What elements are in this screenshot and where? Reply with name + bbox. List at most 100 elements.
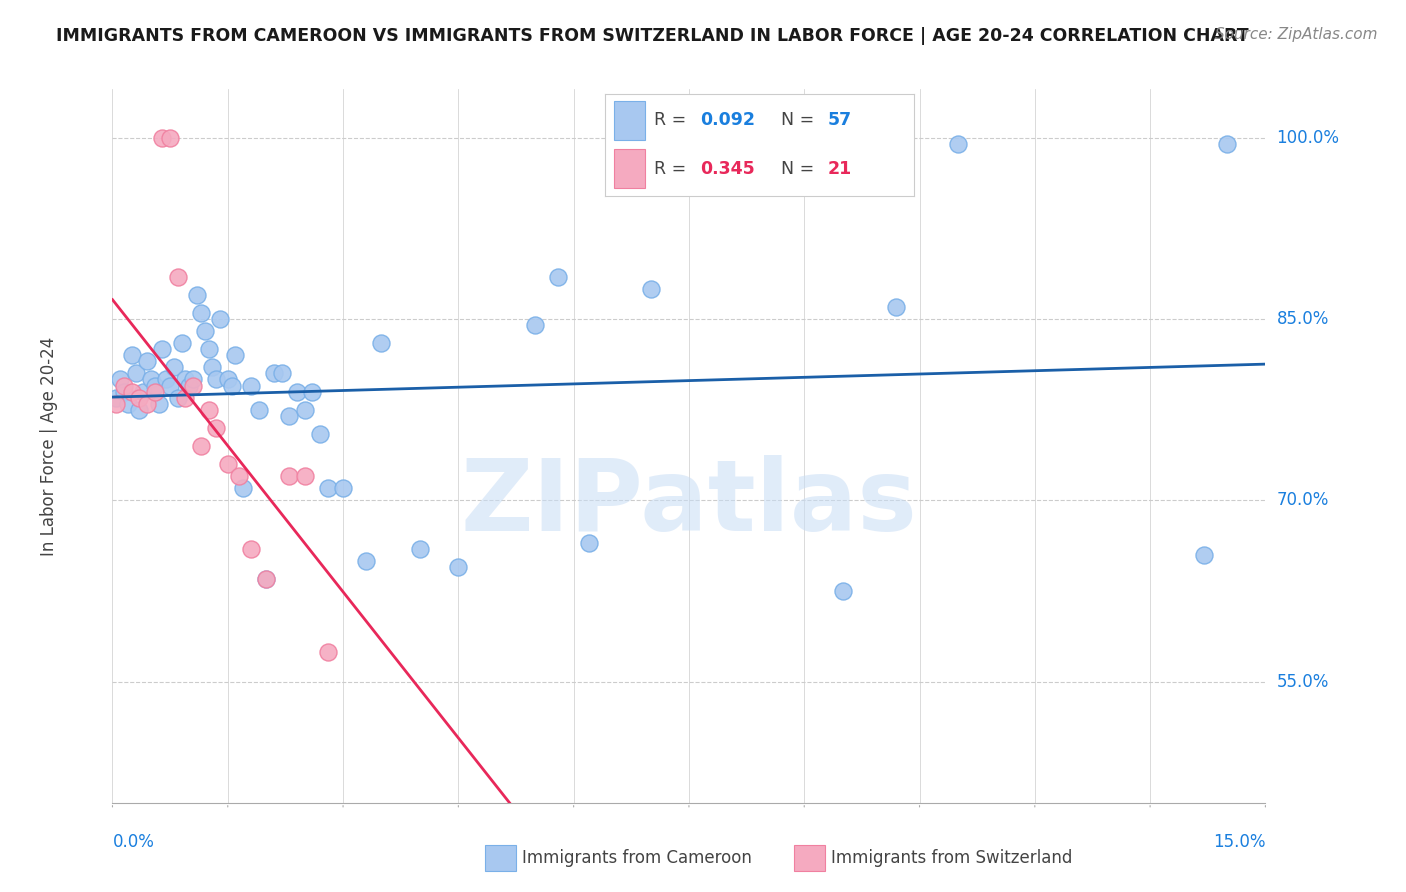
Point (217, 457, 239, 471)
Point (263, 367, 285, 381)
Point (112, 384, 135, 399)
Point (209, 312, 232, 326)
Point (332, 481, 354, 495)
Text: 0.345: 0.345 (700, 160, 755, 178)
Point (152, 343, 174, 357)
Point (831, 584, 853, 599)
Point (294, 469, 316, 483)
Text: 100.0%: 100.0% (1277, 128, 1340, 146)
Point (370, 336, 392, 351)
Point (228, 469, 250, 483)
Point (294, 402, 316, 417)
Point (886, 300, 908, 314)
Point (1192, 548, 1215, 562)
Text: R =: R = (654, 112, 692, 129)
Point (946, 136, 969, 151)
Point (132, 384, 155, 399)
Point (174, 372, 197, 386)
Point (117, 397, 139, 411)
Point (159, 130, 181, 145)
Text: 57: 57 (827, 112, 852, 129)
Point (205, 372, 228, 386)
Point (155, 372, 177, 386)
Point (316, 645, 339, 659)
Point (166, 269, 188, 284)
Point (181, 372, 204, 386)
Point (640, 282, 662, 296)
Point (217, 372, 239, 386)
Point (270, 367, 292, 381)
Point (224, 348, 246, 362)
Point (121, 348, 143, 362)
Text: N =: N = (780, 112, 820, 129)
Point (254, 572, 277, 586)
Point (247, 402, 270, 417)
Point (174, 391, 197, 405)
Text: 70.0%: 70.0% (1277, 491, 1329, 509)
Point (128, 391, 150, 405)
Point (121, 384, 143, 399)
Point (409, 541, 432, 556)
Text: 0.0%: 0.0% (112, 833, 155, 851)
Text: R =: R = (654, 160, 692, 178)
Text: IMMIGRANTS FROM CAMEROON VS IMMIGRANTS FROM SWITZERLAND IN LABOR FORCE | AGE 20-: IMMIGRANTS FROM CAMEROON VS IMMIGRANTS F… (56, 27, 1249, 45)
Text: 21: 21 (827, 160, 852, 178)
Point (105, 391, 128, 405)
Point (136, 354, 159, 368)
Point (181, 378, 204, 392)
Text: N =: N = (780, 160, 820, 178)
Point (108, 372, 131, 386)
Text: 0.092: 0.092 (700, 112, 755, 129)
Point (1216, 136, 1239, 151)
Point (201, 360, 224, 375)
Point (309, 426, 332, 441)
Point (166, 391, 188, 405)
Point (163, 360, 186, 375)
Point (301, 384, 323, 399)
Bar (614, 149, 645, 188)
Point (221, 378, 243, 392)
Point (105, 397, 128, 411)
Point (143, 378, 166, 392)
Point (112, 378, 135, 392)
Point (194, 324, 217, 338)
Point (159, 378, 181, 392)
Point (139, 372, 162, 386)
Point (186, 288, 208, 302)
Point (232, 481, 254, 495)
Text: Immigrants from Switzerland: Immigrants from Switzerland (831, 849, 1073, 867)
Point (278, 409, 301, 423)
Point (136, 397, 159, 411)
Point (148, 397, 170, 411)
Point (152, 130, 174, 145)
Text: Immigrants from Cameroon: Immigrants from Cameroon (522, 849, 751, 867)
Point (197, 343, 219, 357)
Point (179, 378, 201, 392)
Text: 55.0%: 55.0% (1277, 673, 1329, 690)
Point (239, 378, 262, 392)
Bar (614, 101, 645, 140)
Point (254, 572, 277, 586)
Point (190, 439, 212, 453)
Point (170, 336, 193, 351)
Point (205, 421, 228, 435)
Text: In Labor Force | Age 20-24: In Labor Force | Age 20-24 (39, 336, 58, 556)
Point (128, 402, 150, 417)
Point (143, 384, 166, 399)
Point (197, 402, 219, 417)
Text: 15.0%: 15.0% (1213, 833, 1265, 851)
Point (524, 318, 547, 332)
Point (190, 306, 212, 320)
Text: 85.0%: 85.0% (1277, 310, 1329, 328)
Point (278, 469, 301, 483)
Point (239, 541, 262, 556)
Point (447, 560, 470, 574)
Point (316, 481, 339, 495)
Text: Source: ZipAtlas.com: Source: ZipAtlas.com (1215, 27, 1378, 42)
Text: ZIPatlas: ZIPatlas (461, 455, 917, 551)
Point (124, 367, 146, 381)
Point (578, 535, 600, 549)
Point (285, 384, 308, 399)
Point (354, 554, 377, 568)
Point (547, 269, 569, 284)
